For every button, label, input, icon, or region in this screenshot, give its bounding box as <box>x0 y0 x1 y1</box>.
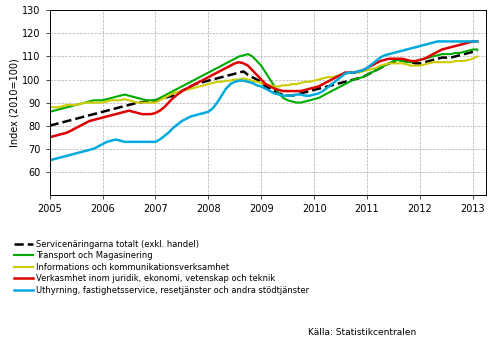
Verkasmhet inom juridik, ekonomi, vetenskap och teknik <box>470 39 476 43</box>
Line: Uthyrning, fastighetsservice, resetjänster och andra stödtjänster: Uthyrning, fastighetsservice, resetjänst… <box>50 41 477 160</box>
Transport och Magasinering <box>373 68 379 73</box>
Informations och kommunikationsverksamhet <box>82 101 88 105</box>
Verkasmhet inom juridik, ekonomi, vetenskap och teknik <box>47 135 53 139</box>
Informations och kommunikationsverksamhet <box>47 105 53 109</box>
Verkasmhet inom juridik, ekonomi, vetenskap och teknik <box>285 89 291 93</box>
Transport och Magasinering <box>474 48 480 52</box>
Transport och Magasinering <box>82 101 88 105</box>
Uthyrning, fastighetsservice, resetjänster och andra stödtjänster <box>315 91 321 95</box>
Verkasmhet inom juridik, ekonomi, vetenskap och teknik <box>373 61 379 65</box>
Transport och Magasinering <box>470 48 476 52</box>
Line: Verkasmhet inom juridik, ekonomi, vetenskap och teknik: Verkasmhet inom juridik, ekonomi, vetens… <box>50 41 477 137</box>
Servicenäringarna totalt (exkl. handel) <box>285 94 291 98</box>
Uthyrning, fastighetsservice, resetjänster och andra stödtjänster <box>285 94 291 98</box>
Informations och kommunikationsverksamhet <box>249 79 255 83</box>
Servicenäringarna totalt (exkl. handel) <box>82 115 88 119</box>
Transport och Magasinering <box>315 96 321 100</box>
Uthyrning, fastighetsservice, resetjänster och andra stödtjänster <box>47 158 53 162</box>
Uthyrning, fastighetsservice, resetjänster och andra stödtjänster <box>82 149 88 153</box>
Uthyrning, fastighetsservice, resetjänster och andra stödtjänster <box>249 81 255 85</box>
Transport och Magasinering <box>249 54 255 58</box>
Servicenäringarna totalt (exkl. handel) <box>315 87 321 91</box>
Transport och Magasinering <box>285 98 291 102</box>
Uthyrning, fastighetsservice, resetjänster och andra stödtjänster <box>373 59 379 63</box>
Verkasmhet inom juridik, ekonomi, vetenskap och teknik <box>474 39 480 43</box>
Servicenäringarna totalt (exkl. handel) <box>73 117 79 121</box>
Informations och kommunikationsverksamhet <box>474 54 480 58</box>
Uthyrning, fastighetsservice, resetjänster och andra stödtjänster <box>434 39 440 43</box>
Uthyrning, fastighetsservice, resetjänster och andra stödtjänster <box>474 39 480 43</box>
Verkasmhet inom juridik, ekonomi, vetenskap och teknik <box>82 121 88 126</box>
Informations och kommunikationsverksamhet <box>73 103 79 107</box>
Informations och kommunikationsverksamhet <box>285 83 291 87</box>
Transport och Magasinering <box>73 103 79 107</box>
Line: Servicenäringarna totalt (exkl. handel): Servicenäringarna totalt (exkl. handel) <box>50 51 477 126</box>
Verkasmhet inom juridik, ekonomi, vetenskap och teknik <box>73 126 79 130</box>
Servicenäringarna totalt (exkl. handel) <box>47 124 53 128</box>
Informations och kommunikationsverksamhet <box>315 78 321 82</box>
Verkasmhet inom juridik, ekonomi, vetenskap och teknik <box>315 84 321 89</box>
Legend: Servicenäringarna totalt (exkl. handel), Transport och Magasinering, Information: Servicenäringarna totalt (exkl. handel),… <box>14 240 310 295</box>
Informations och kommunikationsverksamhet <box>373 66 379 70</box>
Transport och Magasinering <box>47 110 53 114</box>
Line: Informations och kommunikationsverksamhet: Informations och kommunikationsverksamhe… <box>50 56 477 107</box>
Verkasmhet inom juridik, ekonomi, vetenskap och teknik <box>249 68 255 73</box>
Text: Källa: Statistikcentralen: Källa: Statistikcentralen <box>308 328 416 337</box>
Servicenäringarna totalt (exkl. handel) <box>373 68 379 73</box>
Y-axis label: Index (2010=100): Index (2010=100) <box>9 58 19 147</box>
Servicenäringarna totalt (exkl. handel) <box>474 49 480 53</box>
Uthyrning, fastighetsservice, resetjänster och andra stödtjänster <box>73 151 79 155</box>
Servicenäringarna totalt (exkl. handel) <box>249 75 255 79</box>
Line: Transport och Magasinering: Transport och Magasinering <box>50 50 477 112</box>
